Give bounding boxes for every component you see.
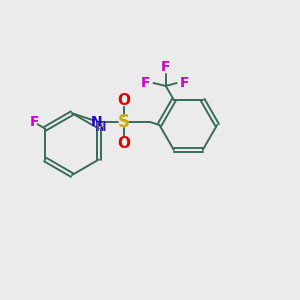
Text: F: F xyxy=(29,115,39,129)
Text: H: H xyxy=(95,122,105,134)
Text: O: O xyxy=(117,93,130,108)
Text: S: S xyxy=(118,113,130,131)
Text: N: N xyxy=(94,120,106,134)
Text: N: N xyxy=(91,115,103,129)
Text: F: F xyxy=(180,76,189,90)
Text: O: O xyxy=(117,136,130,151)
Text: F: F xyxy=(141,76,151,90)
Text: F: F xyxy=(161,60,170,74)
